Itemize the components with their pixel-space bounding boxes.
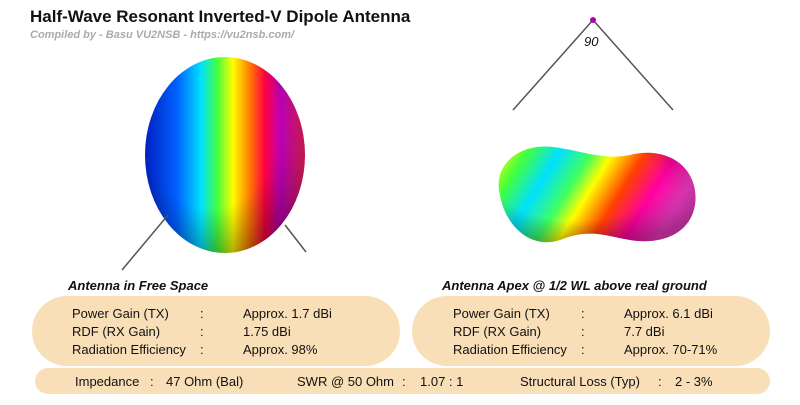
antenna-wire	[592, 19, 674, 111]
field-text: :	[581, 324, 585, 339]
field-text: Power Gain (TX)	[453, 306, 550, 321]
antenna-wire	[512, 19, 594, 111]
antenna-wire	[121, 214, 169, 271]
field-text: RDF (RX Gain)	[453, 324, 541, 339]
field-text: :	[150, 374, 154, 389]
title: Half-Wave Resonant Inverted-V Dipole Ant…	[30, 7, 411, 26]
field-text: :	[581, 342, 585, 357]
field-text: 1.75 dBi	[243, 324, 291, 339]
field-text: :	[200, 342, 204, 357]
panel	[35, 368, 770, 394]
field-text: Approx. 70-71%	[624, 342, 718, 357]
subtitle: Compiled by - Basu VU2NSB - https://vu2n…	[30, 29, 296, 41]
apex	[590, 17, 596, 23]
caption: Antenna in Free Space	[67, 278, 208, 293]
field-text: 2 - 3%	[675, 374, 713, 389]
field-text: Impedance	[75, 374, 139, 389]
shading	[498, 146, 696, 243]
field-text: 47 Ohm (Bal)	[166, 374, 243, 389]
caption: Antenna Apex @ 1/2 WL above real ground	[441, 278, 708, 293]
field-text: RDF (RX Gain)	[72, 324, 160, 339]
field-text: Approx. 98%	[243, 342, 318, 357]
panel	[32, 296, 400, 366]
field-text: Structural Loss (Typ)	[520, 374, 640, 389]
field-text: Approx. 6.1 dBi	[624, 306, 713, 321]
field-text: Radiation Efficiency	[72, 342, 186, 357]
field-text: SWR @ 50 Ohm	[297, 374, 394, 389]
panel	[412, 296, 770, 366]
field-text: :	[200, 324, 204, 339]
field-text: :	[658, 374, 662, 389]
field-text: 7.7 dBi	[624, 324, 665, 339]
field-text: :	[581, 306, 585, 321]
field-text: :	[200, 306, 204, 321]
antenna-wire	[284, 224, 307, 253]
field-text: Approx. 1.7 dBi	[243, 306, 332, 321]
field-text: :	[402, 374, 406, 389]
angle-label: 90	[584, 34, 599, 49]
field-text: Radiation Efficiency	[453, 342, 567, 357]
field-text: Power Gain (TX)	[72, 306, 169, 321]
shading	[145, 57, 305, 253]
field-text: 1.07 : 1	[420, 374, 463, 389]
